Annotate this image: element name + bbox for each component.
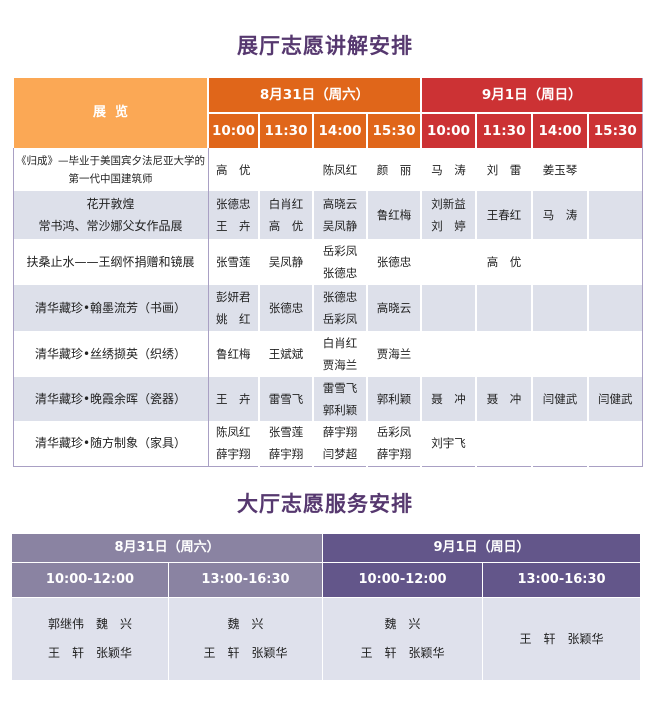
exhibit-schedule-title: 展厅志愿讲解安排 <box>237 34 413 58</box>
guide-cell: 王 卉 <box>207 377 259 421</box>
guide-cell: 高晓云 <box>366 285 421 331</box>
guide-cell: 闫健武 <box>586 377 643 421</box>
guide-cell: 高晓云 吴凤静 <box>312 191 367 239</box>
guide-cell: 聂 冲 <box>420 377 476 421</box>
guide-cell: 鲁红梅 <box>366 191 421 239</box>
guide-cell <box>475 285 532 331</box>
exhibit-row: 清华藏珍•丝绣撷英（织绣） 鲁红梅 王斌斌 白肖红 贾海兰 贾海兰 <box>12 331 643 377</box>
guide-cell: 岳彩凤 薛宇翔 <box>366 421 421 466</box>
guide-cell: 彭妍君 姚 红 <box>207 285 259 331</box>
guide-cell <box>420 331 476 377</box>
guide-cell: 陈凤红 薛宇翔 <box>207 421 259 466</box>
guide-cell: 聂 冲 <box>475 377 532 421</box>
time-header: 14:00 <box>312 112 367 148</box>
guide-cell <box>586 285 643 331</box>
exhibit-name: 《归成》—毕业于美国宾夕法尼亚大学的 第一代中国建筑师 <box>12 148 209 191</box>
exhibit-header: 展 览 <box>12 78 209 148</box>
hall-slot-header: 13:00-16:30 <box>482 562 642 598</box>
guide-cell: 岳彩凤 张德忠 <box>312 239 367 285</box>
guide-cell: 马 涛 <box>420 148 476 191</box>
exhibit-name: 清华藏珍•翰墨流芳（书画） <box>12 285 209 331</box>
guide-cell: 王春红 <box>475 191 532 239</box>
guide-cell <box>586 239 643 285</box>
guide-cell: 薛宇翔 闫梦超 <box>312 421 367 466</box>
exhibit-row: 清华藏珍•随方制象（家具） 陈凤红 薛宇翔 张雪莲 薛宇翔 薛宇翔 闫梦超 岳彩凤 薛宇… <box>12 421 643 466</box>
guide-cell: 马 涛 <box>531 191 588 239</box>
day-header-aug31: 8月31日（周六） <box>207 78 421 113</box>
guide-cell: 王斌斌 <box>258 331 313 377</box>
guide-cell: 闫健武 <box>531 377 588 421</box>
hall-day-header-sep1: 9月1日（周日） <box>322 533 642 563</box>
exhibit-row: 清华藏珍•翰墨流芳（书画） 彭妍君 姚 红张德忠 张德忠 岳彩凤 高晓云 <box>12 285 643 331</box>
guide-cell <box>258 148 313 191</box>
time-header: 15:30 <box>366 112 421 148</box>
hall-volunteer-cell: 魏 兴 王 轩 张颖华 <box>322 597 484 681</box>
guide-cell <box>420 285 476 331</box>
time-header: 10:00 <box>207 112 259 148</box>
guide-cell <box>475 421 532 466</box>
hall-slot-header: 13:00-16:30 <box>167 562 324 598</box>
guide-cell: 张德忠 王 卉 <box>207 191 259 239</box>
exhibit-name: 清华藏珍•丝绣撷英（织绣） <box>12 331 209 377</box>
guide-cell: 白肖红 高 优 <box>258 191 313 239</box>
guide-cell <box>586 191 643 239</box>
guide-cell <box>586 421 643 466</box>
time-header: 10:00 <box>420 112 476 148</box>
exhibit-name: 清华藏珍•晚霞余晖（瓷器） <box>12 377 209 421</box>
guide-cell: 吴凤静 <box>258 239 313 285</box>
hall-schedule-title: 大厅志愿服务安排 <box>237 492 413 516</box>
guide-cell <box>531 239 588 285</box>
guide-cell: 姜玉琴 <box>531 148 588 191</box>
guide-cell: 张德忠 <box>366 239 421 285</box>
hall-volunteer-cell: 郭继伟 魏 兴 王 轩 张颖华 <box>11 597 169 681</box>
guide-cell <box>420 239 476 285</box>
hall-volunteer-cell: 王 轩 张颖华 <box>482 597 642 681</box>
exhibit-row: 花开敦煌 常书鸿、常沙娜父女作品展 张德忠 王 卉白肖红 高 优高晓云 吴凤静 鲁红… <box>12 191 643 239</box>
exhibit-row: 《归成》—毕业于美国宾夕法尼亚大学的 第一代中国建筑师高 优 陈凤红颜 丽马 涛刘… <box>12 148 643 191</box>
guide-cell: 张德忠 岳彩凤 <box>312 285 367 331</box>
day-header-sep1: 9月1日（周日） <box>419 78 643 113</box>
guide-cell: 贾海兰 <box>366 331 421 377</box>
exhibit-name: 扶桑止水——王纲怀捐赠和镜展 <box>12 239 209 285</box>
guide-cell: 高 优 <box>475 239 532 285</box>
exhibit-name: 花开敦煌 常书鸿、常沙娜父女作品展 <box>12 191 209 239</box>
exhibit-name: 清华藏珍•随方制象（家具） <box>12 421 209 466</box>
guide-cell: 白肖红 贾海兰 <box>312 331 367 377</box>
guide-cell <box>531 421 588 466</box>
guide-cell: 雷雪飞 <box>258 377 313 421</box>
guide-cell <box>531 331 588 377</box>
hall-volunteer-cell: 魏 兴 王 轩 张颖华 <box>167 597 324 681</box>
guide-cell: 雷雪飞 郭利颖 <box>312 377 367 421</box>
guide-cell: 鲁红梅 <box>207 331 259 377</box>
hall-slot-header: 10:00-12:00 <box>11 562 169 598</box>
guide-cell: 刘 雷 <box>475 148 532 191</box>
guide-cell: 高 优 <box>207 148 259 191</box>
exhibit-row: 清华藏珍•晚霞余晖（瓷器）王 卉雷雪飞 雷雪飞 郭利颖 郭利颖聂 冲聂 冲闫健武 闫健… <box>12 377 643 421</box>
guide-cell <box>475 331 532 377</box>
time-header: 14:00 <box>531 112 588 148</box>
guide-cell: 陈凤红 <box>312 148 367 191</box>
guide-cell: 张雪莲 <box>207 239 259 285</box>
time-header: 15:30 <box>586 112 643 148</box>
guide-cell: 张雪莲 薛宇翔 <box>258 421 313 466</box>
hall-slot-header: 10:00-12:00 <box>322 562 484 598</box>
guide-cell <box>586 148 643 191</box>
guide-cell: 刘新益 刘 婷 <box>420 191 476 239</box>
guide-cell: 刘宇飞 <box>420 421 476 466</box>
guide-cell <box>531 285 588 331</box>
hall-schedule-table: 8月31日（周六） 9月1日（周日） 10:00-12:00 13:00-16:… <box>10 533 642 681</box>
time-header: 11:30 <box>258 112 313 148</box>
exhibit-row: 扶桑止水——王纲怀捐赠和镜展 张雪莲 吴凤静 岳彩凤 张德忠 张德忠 高 优 <box>12 239 643 285</box>
guide-cell <box>586 331 643 377</box>
hall-day-header-aug31: 8月31日（周六） <box>10 533 324 563</box>
guide-cell: 颜 丽 <box>366 148 421 191</box>
guide-cell: 郭利颖 <box>366 377 421 421</box>
guide-cell: 张德忠 <box>258 285 313 331</box>
time-header: 11:30 <box>475 112 532 148</box>
exhibit-schedule-table: 展 览 8月31日（周六） 9月1日（周日） 10:00 11:30 14:00… <box>12 78 643 467</box>
